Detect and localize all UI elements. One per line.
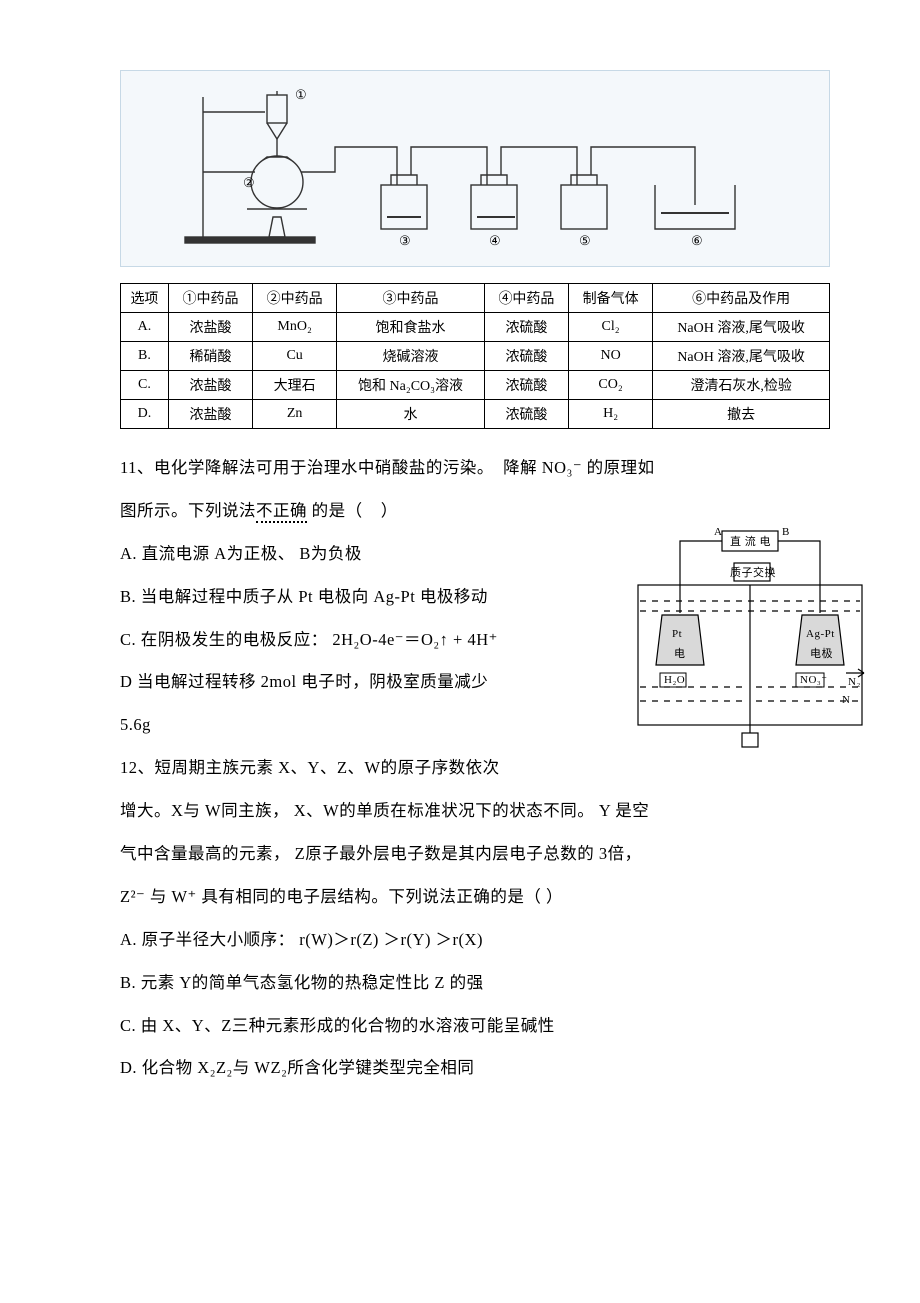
cell: 浓硫酸 xyxy=(484,313,568,342)
cell: 澄清石灰水,检验 xyxy=(653,371,830,400)
cell: MnO₂ xyxy=(253,313,337,342)
q12-line1-text: 短周期主族元素 X、Y、Z、W的原子序数依次 xyxy=(155,758,500,777)
diag-label-n2: N₂ xyxy=(848,676,861,688)
cell: 浓硫酸 xyxy=(484,400,568,429)
diag-label-h2o: H₂O xyxy=(664,674,685,686)
cell: NaOH 溶液,尾气吸收 xyxy=(653,313,830,342)
apparatus-figure: ① ② ③ ④ ⑤ ⑥ xyxy=(120,70,830,267)
cell: 浓盐酸 xyxy=(168,371,252,400)
cell: NaOH 溶液,尾气吸收 xyxy=(653,342,830,371)
diag-label-b: B xyxy=(782,526,790,538)
cell: 撤去 xyxy=(653,400,830,429)
q12-line2: 增大。X与 W同主族， X、W的单质在标准状况下的状态不同。 Y 是空 xyxy=(120,790,830,833)
label-3: ③ xyxy=(399,233,411,248)
col-header: 选项 xyxy=(121,284,169,313)
apparatus-svg: ① ② ③ ④ ⑤ ⑥ xyxy=(133,77,817,257)
table-row: D. 浓盐酸 Zn 水 浓硫酸 H₂ 撤去 xyxy=(121,400,830,429)
cell: 浓盐酸 xyxy=(168,400,252,429)
q11-stem-line1: 11、电化学降解法可用于治理水中硝酸盐的污染。 降解 NO₃⁻ 的原理如 xyxy=(120,447,830,490)
q12-line3: 气中含量最高的元素， Z原子最外层电子数是其内层电子总数的 3倍， xyxy=(120,833,830,876)
q12-option-b: B. 元素 Y的简单气态氢化物的热稳定性比 Z 的强 xyxy=(120,962,830,1005)
table-header-row: 选项 ①中药品 ②中药品 ③中药品 ④中药品 制备气体 ⑥中药品及作用 xyxy=(121,284,830,313)
col-header: ⑥中药品及作用 xyxy=(653,284,830,313)
cell: 饱和食盐水 xyxy=(337,313,485,342)
col-header: 制备气体 xyxy=(569,284,653,313)
diag-label-a: A xyxy=(714,526,722,538)
q11-stem-c: 图所示。下列说法 xyxy=(120,501,256,520)
cell: D. xyxy=(121,400,169,429)
electrolysis-diagram: A B 直 流 电 质子交换 Pt 电 Ag-Pt 电极 H₂O NO₃⁻ N₂… xyxy=(630,525,870,755)
col-header: ③中药品 xyxy=(337,284,485,313)
q12-option-c: C. 由 X、Y、Z三种元素形成的化合物的水溶液可能呈碱性 xyxy=(120,1005,830,1048)
col-header: ④中药品 xyxy=(484,284,568,313)
table-row: C. 浓盐酸 大理石 饱和 Na₂CO₃溶液 浓硫酸 CO₂ 澄清石灰水,检验 xyxy=(121,371,830,400)
diag-label-agpt-sub: 电极 xyxy=(810,646,833,660)
col-header: ①中药品 xyxy=(168,284,252,313)
q12-line4: Z²⁻ 与 W⁺ 具有相同的电子层结构。下列说法正确的是（ ） xyxy=(120,876,830,919)
label-2: ② xyxy=(243,175,255,190)
diag-label-pt: Pt xyxy=(672,628,682,640)
q12-option-d: D. 化合物 X₂Z₂与 WZ₂所含化学键类型完全相同 xyxy=(120,1047,830,1090)
question-12: 12、短周期主族元素 X、Y、Z、W的原子序数依次 增大。X与 W同主族， X、… xyxy=(120,747,830,1090)
q12-option-a: A. 原子半径大小顺序： r(W)＞r(Z) ＞r(Y) ＞r(X) xyxy=(120,919,830,962)
cell: NO xyxy=(569,342,653,371)
diag-label-power: 直 流 电 xyxy=(730,534,771,548)
diag-label-n: N xyxy=(842,694,850,706)
reagent-table: 选项 ①中药品 ②中药品 ③中药品 ④中药品 制备气体 ⑥中药品及作用 A. 浓… xyxy=(120,283,830,429)
cell: C. xyxy=(121,371,169,400)
cell: 浓硫酸 xyxy=(484,371,568,400)
cell: Cu xyxy=(253,342,337,371)
q11-stem-d: 的是（ xyxy=(312,501,363,520)
label-5: ⑤ xyxy=(579,233,591,248)
label-4: ④ xyxy=(489,233,501,248)
table-row: B. 稀硝酸 Cu 烧碱溶液 浓硫酸 NO NaOH 溶液,尾气吸收 xyxy=(121,342,830,371)
cell: 烧碱溶液 xyxy=(337,342,485,371)
q11-stem-a: 电化学降解法可用于治理水中硝酸盐的污染。 xyxy=(154,458,494,477)
cell: B. xyxy=(121,342,169,371)
cell: H₂ xyxy=(569,400,653,429)
cell: 水 xyxy=(337,400,485,429)
diag-label-no3: NO₃⁻ xyxy=(800,674,828,686)
cell: 浓硫酸 xyxy=(484,342,568,371)
cell: 大理石 xyxy=(253,371,337,400)
diag-label-agpt: Ag-Pt xyxy=(806,628,835,640)
q11-stem-e: ） xyxy=(381,501,398,520)
cell: 浓盐酸 xyxy=(168,313,252,342)
q11-number: 11、 xyxy=(120,458,154,477)
cell: Cl₂ xyxy=(569,313,653,342)
q11-not-correct: 不正确 xyxy=(256,501,307,523)
cell: 稀硝酸 xyxy=(168,342,252,371)
cell: CO₂ xyxy=(569,371,653,400)
label-1: ① xyxy=(295,87,307,102)
q11-stem-b: 降解 NO₃⁻ 的原理如 xyxy=(503,458,655,477)
diag-label-membrane: 质子交换 xyxy=(730,565,776,579)
col-header: ②中药品 xyxy=(253,284,337,313)
q12-number: 12、 xyxy=(120,758,155,777)
cell: A. xyxy=(121,313,169,342)
cell: 饱和 Na₂CO₃溶液 xyxy=(337,371,485,400)
table-row: A. 浓盐酸 MnO₂ 饱和食盐水 浓硫酸 Cl₂ NaOH 溶液,尾气吸收 xyxy=(121,313,830,342)
label-6: ⑥ xyxy=(691,233,703,248)
cell: Zn xyxy=(253,400,337,429)
question-11: 11、电化学降解法可用于治理水中硝酸盐的污染。 降解 NO₃⁻ 的原理如 图所示… xyxy=(120,447,830,747)
diag-label-pt-sub: 电 xyxy=(674,647,686,660)
